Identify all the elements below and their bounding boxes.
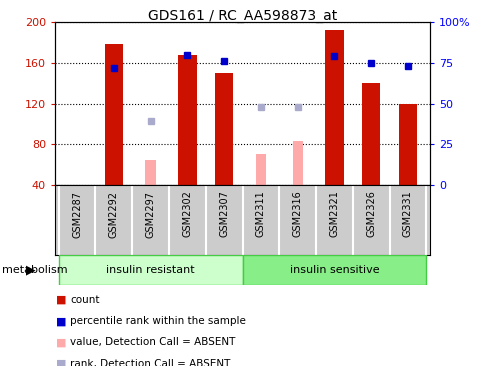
Bar <box>242 255 425 285</box>
Text: GSM2326: GSM2326 <box>365 191 376 238</box>
Text: value, Detection Call = ABSENT: value, Detection Call = ABSENT <box>70 337 235 347</box>
Bar <box>145 160 155 185</box>
Text: GSM2292: GSM2292 <box>108 191 119 238</box>
Text: ■: ■ <box>56 359 66 366</box>
Text: GSM2316: GSM2316 <box>292 191 302 237</box>
Text: GSM2331: GSM2331 <box>402 191 412 237</box>
Text: rank, Detection Call = ABSENT: rank, Detection Call = ABSENT <box>70 359 230 366</box>
Text: ■: ■ <box>56 295 66 305</box>
Text: percentile rank within the sample: percentile rank within the sample <box>70 316 246 326</box>
Text: count: count <box>70 295 100 305</box>
Text: insulin sensitive: insulin sensitive <box>289 265 378 275</box>
Text: GSM2297: GSM2297 <box>145 191 155 238</box>
Text: GSM2311: GSM2311 <box>256 191 265 237</box>
Text: GSM2302: GSM2302 <box>182 191 192 238</box>
Text: metabolism: metabolism <box>2 265 68 275</box>
Text: ■: ■ <box>56 316 66 326</box>
Bar <box>214 73 233 185</box>
Text: ■: ■ <box>56 337 66 347</box>
Text: GSM2287: GSM2287 <box>72 191 82 238</box>
Bar <box>325 30 343 185</box>
Bar <box>398 104 416 185</box>
Bar <box>361 83 379 185</box>
Bar <box>105 44 123 185</box>
Text: GSM2307: GSM2307 <box>219 191 228 238</box>
Bar <box>255 154 266 185</box>
Text: GDS161 / RC_AA598873_at: GDS161 / RC_AA598873_at <box>148 9 336 23</box>
Bar <box>59 255 242 285</box>
Bar <box>178 55 196 185</box>
Text: insulin resistant: insulin resistant <box>106 265 195 275</box>
Text: GSM2321: GSM2321 <box>329 191 339 238</box>
Bar <box>292 141 302 185</box>
Text: ▶: ▶ <box>26 264 35 276</box>
